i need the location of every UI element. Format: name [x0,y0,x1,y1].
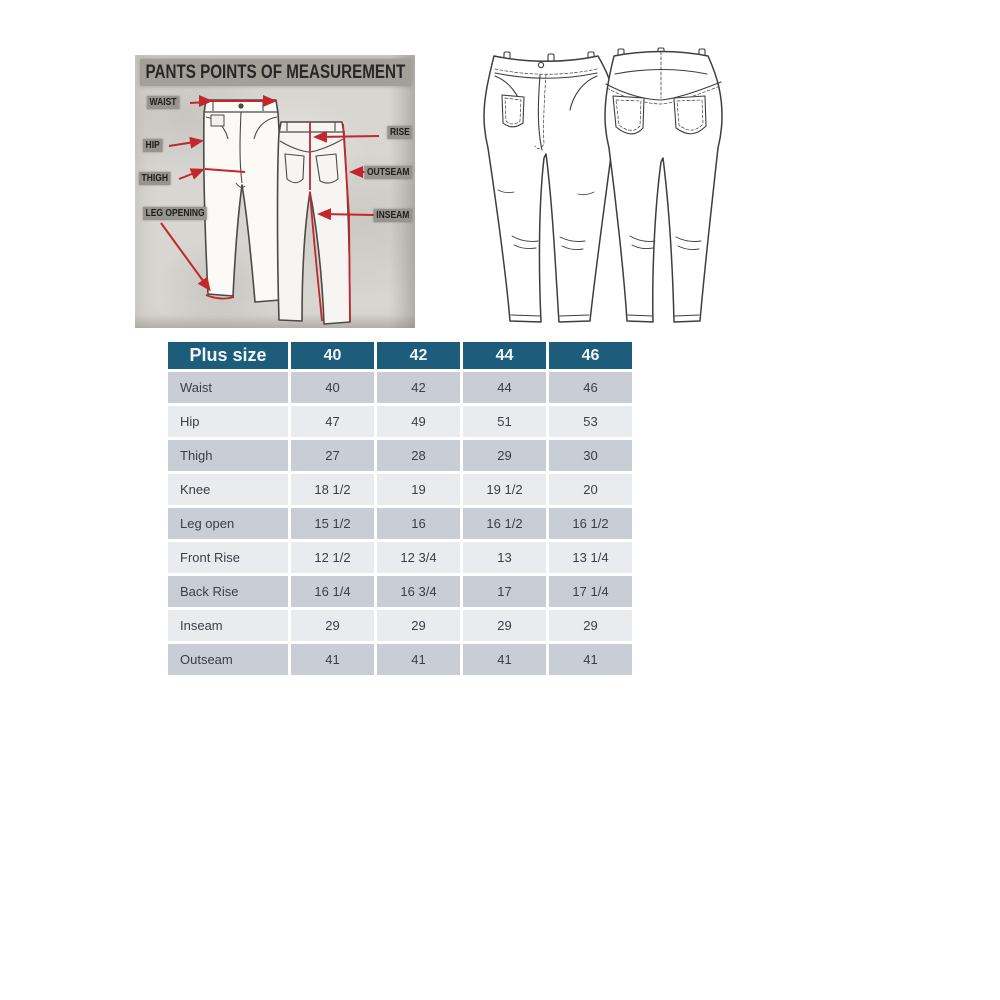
row-label: Front Rise [168,541,288,573]
table-cell: 12 3/4 [377,541,460,573]
table-cell: 46 [549,371,632,403]
row-label: Inseam [168,609,288,641]
size-column-header: 44 [463,342,546,369]
label-outseam: OUTSEAM [364,166,412,179]
table-cell: 16 1/2 [549,507,632,539]
table-cell: 29 [377,609,460,641]
table-cell: 30 [549,439,632,471]
label-hip: HIP [143,139,163,152]
diagram-pants-back [276,121,351,325]
row-label: Waist [168,371,288,403]
table-cell: 41 [549,643,632,675]
measurement-diagram: PANTS POINTS OF MEASUREMENT WAIST HIP TH… [135,55,415,328]
size-column-header: 46 [549,342,632,369]
jeans-back-flat-sketch [604,47,723,323]
table-cell: 42 [377,371,460,403]
table-cell: 19 1/2 [463,473,546,505]
measurement-lines [160,95,380,322]
table-cell: 29 [549,609,632,641]
table-cell: 18 1/2 [291,473,374,505]
table-cell: 12 1/2 [291,541,374,573]
size-table: Plus size 40 42 44 46 Waist 40 42 44 46 … [168,342,632,675]
table-cell: 40 [291,371,374,403]
table-cell: 13 1/4 [549,541,632,573]
table-cell: 17 1/4 [549,575,632,607]
table-cell: 15 1/2 [291,507,374,539]
size-column-header: 42 [377,342,460,369]
table-cell: 51 [463,405,546,437]
table-cell: 41 [463,643,546,675]
diagram-title-banner: PANTS POINTS OF MEASUREMENT [140,59,411,86]
table-cell: 41 [291,643,374,675]
label-waist: WAIST [147,96,180,109]
table-cell: 20 [549,473,632,505]
table-cell: 16 3/4 [377,575,460,607]
table-cell: 16 1/2 [463,507,546,539]
jeans-flat-sketches [483,47,723,323]
size-column-header: 40 [291,342,374,369]
table-cell: 47 [291,405,374,437]
row-label: Outseam [168,643,288,675]
row-label: Back Rise [168,575,288,607]
table-cell: 28 [377,439,460,471]
table-cell: 29 [291,609,374,641]
table-cell: 29 [463,609,546,641]
label-thigh: THIGH [139,172,171,185]
jeans-front-flat-sketch [483,51,617,323]
table-cell: 49 [377,405,460,437]
label-rise: RISE [387,126,412,139]
row-label: Knee [168,473,288,505]
table-cell: 16 [377,507,460,539]
table-cell: 19 [377,473,460,505]
diagram-pants-front [202,99,283,303]
size-table-header-label: Plus size [168,342,288,369]
measurement-pants-illustration [160,95,380,325]
row-label: Hip [168,405,288,437]
table-cell: 41 [377,643,460,675]
label-leg-opening: LEG OPENING [143,207,208,220]
table-cell: 44 [463,371,546,403]
table-cell: 17 [463,575,546,607]
row-label: Leg open [168,507,288,539]
table-cell: 29 [463,439,546,471]
row-label: Thigh [168,439,288,471]
table-cell: 16 1/4 [291,575,374,607]
table-cell: 27 [291,439,374,471]
table-cell: 13 [463,541,546,573]
label-inseam: INSEAM [373,209,412,222]
diagram-title: PANTS POINTS OF MEASUREMENT [145,61,406,83]
table-cell: 53 [549,405,632,437]
